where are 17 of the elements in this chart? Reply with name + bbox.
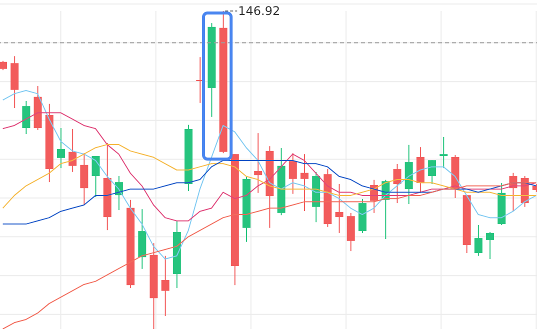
annotation: 146.92 bbox=[238, 4, 280, 18]
candlestick bbox=[335, 183, 344, 234]
candlestick bbox=[300, 154, 308, 212]
candlestick bbox=[288, 152, 297, 194]
candlestick bbox=[474, 224, 482, 256]
candlestick bbox=[393, 163, 402, 204]
candlestick bbox=[68, 128, 77, 172]
candlestick bbox=[440, 136, 448, 169]
candlestick bbox=[22, 100, 30, 135]
candlestick bbox=[92, 156, 100, 198]
candlestick bbox=[486, 232, 494, 260]
candlestick bbox=[0, 60, 7, 71]
candlestick bbox=[161, 255, 170, 316]
candlestick bbox=[56, 128, 65, 169]
candlestick bbox=[428, 160, 436, 184]
candlestick bbox=[80, 152, 88, 206]
candlestick bbox=[254, 132, 262, 194]
